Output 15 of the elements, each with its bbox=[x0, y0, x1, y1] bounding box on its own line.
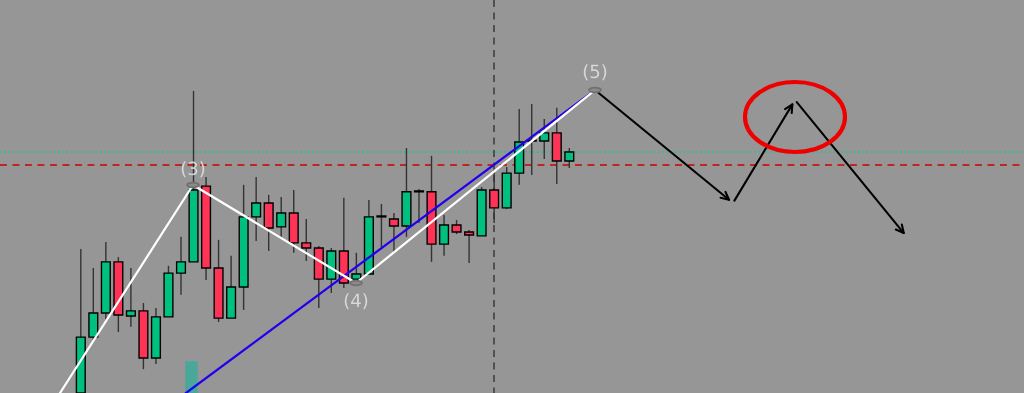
candlestick bbox=[251, 176, 262, 242]
candlestick bbox=[413, 188, 425, 224]
candlestick bbox=[464, 229, 475, 264]
candlestick bbox=[175, 236, 187, 296]
candlestick bbox=[564, 147, 575, 169]
candlestick bbox=[276, 196, 287, 238]
candlestick bbox=[351, 252, 362, 280]
candlestick bbox=[376, 203, 387, 248]
candlestick bbox=[125, 267, 136, 328]
candlestick bbox=[301, 218, 312, 262]
candlestick bbox=[388, 212, 400, 253]
text: (5) bbox=[583, 64, 607, 81]
annotation: (4) bbox=[344, 293, 368, 310]
candlestick bbox=[539, 118, 550, 160]
candlestick bbox=[438, 214, 450, 257]
